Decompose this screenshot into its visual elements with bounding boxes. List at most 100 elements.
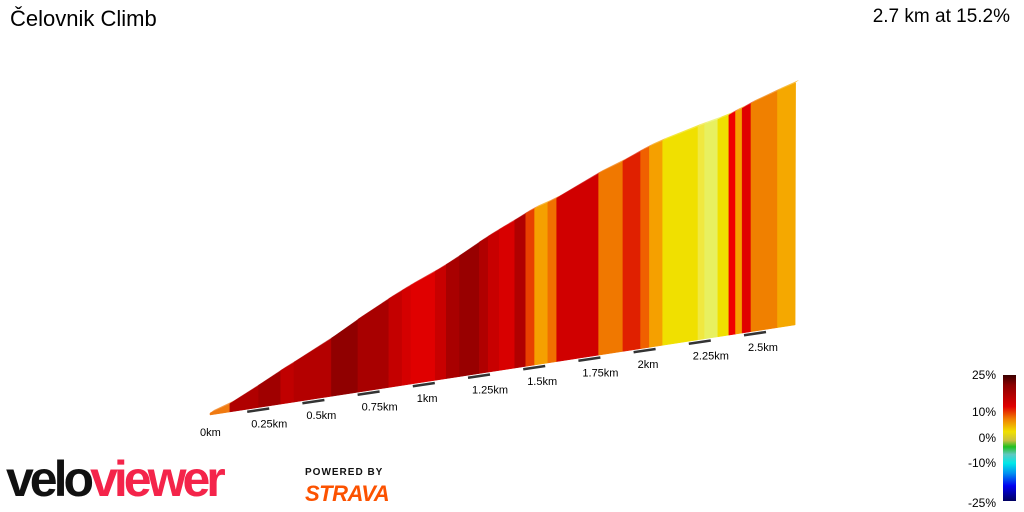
profile-ridge	[742, 100, 755, 109]
profile-ridge	[556, 170, 603, 199]
profile-ridge	[388, 287, 407, 299]
x-tick	[743, 330, 767, 337]
profile-ridge	[750, 87, 782, 104]
profile-segment	[514, 212, 527, 369]
profile-segment	[498, 219, 516, 371]
strava-logo: STRAVA	[305, 481, 390, 506]
x-tick-label: 1.5km	[527, 376, 557, 388]
veloviewer-logo: veloviewer	[6, 451, 226, 507]
profile-ridge	[402, 282, 415, 291]
profile-segment	[209, 403, 231, 416]
x-tick-label: 1km	[417, 393, 438, 405]
profile-segment	[717, 114, 730, 338]
legend-label: 25%	[971, 368, 996, 382]
x-tick	[467, 373, 491, 379]
profile-ridge	[728, 108, 740, 116]
profile-ridge	[210, 400, 234, 413]
profile-ridge	[697, 121, 709, 127]
profile-segment	[357, 298, 390, 393]
profile-ridge	[598, 158, 627, 174]
x-tick	[523, 364, 546, 371]
profile-ridge	[704, 116, 722, 125]
profile-segment	[401, 284, 412, 386]
profile-segment	[598, 160, 624, 356]
profile-segment	[662, 126, 699, 346]
x-tick-label: 2.5km	[748, 342, 778, 354]
profile-ridge	[446, 252, 464, 265]
powered-by-text: POWERED BY	[305, 467, 384, 478]
profile-segment	[556, 172, 600, 362]
profile-ridge	[499, 217, 519, 230]
x-tick	[688, 339, 711, 345]
profile-ridge	[293, 335, 336, 363]
x-tick	[412, 381, 435, 388]
x-tick	[247, 407, 270, 413]
profile-segment	[280, 361, 295, 405]
profile-ridge	[534, 199, 552, 209]
profile-segment	[704, 119, 719, 340]
profile-ridge	[459, 238, 484, 256]
profile-segment	[750, 90, 779, 332]
profile-segment	[331, 318, 359, 397]
profile-segment	[640, 146, 651, 349]
profile-segment	[487, 229, 500, 373]
profile-segment	[649, 140, 664, 348]
x-tick-label: 0.25km	[251, 419, 287, 431]
legend-label: 10%	[971, 405, 996, 419]
profile-ridge	[258, 367, 285, 386]
x-tick-label: 2km	[638, 359, 659, 371]
profile-segment	[446, 255, 461, 379]
profile-segment	[293, 337, 333, 403]
profile-segment	[258, 370, 282, 408]
profile-ridge	[622, 148, 645, 162]
profile-segment	[479, 235, 489, 374]
gradient-legend-bar	[1003, 375, 1016, 501]
x-tick	[578, 356, 601, 362]
x-tick-label: 0km	[200, 427, 221, 439]
profile-ridge	[331, 316, 362, 339]
legend-label: -10%	[967, 456, 996, 470]
profile-segment	[697, 123, 706, 341]
profile-ridge	[735, 105, 747, 112]
profile-segment	[410, 270, 436, 385]
profile-ridge	[649, 137, 667, 147]
x-tick-label: 1.75km	[582, 368, 618, 380]
profile-segment	[622, 150, 642, 352]
profile-segment	[728, 110, 737, 336]
profile-ridge	[717, 112, 733, 120]
x-tick-label: 0.75km	[362, 402, 398, 414]
profile-ridge	[488, 226, 504, 237]
profile-segment	[534, 202, 549, 366]
legend-label: -25%	[967, 496, 996, 510]
legend-label: 0%	[978, 431, 996, 445]
profile-segment	[434, 264, 448, 381]
profile-ridge	[410, 268, 440, 286]
profile-ridge	[280, 359, 298, 371]
x-tick	[302, 398, 325, 405]
profile-ridge	[435, 261, 451, 272]
profile-ridge	[525, 205, 539, 214]
x-tick	[633, 347, 656, 354]
page-title: Čelovnik Climb	[10, 6, 157, 31]
profile-ridge	[357, 295, 393, 320]
x-tick-label: 0.5km	[306, 410, 336, 422]
profile-segment	[459, 241, 481, 377]
profile-segment	[525, 208, 536, 367]
profile-ridge	[662, 123, 702, 141]
profile-ridge	[514, 210, 530, 221]
climb-summary: 2.7 km at 15.2%	[872, 6, 1010, 27]
profile-segment	[741, 102, 752, 334]
profile-segment	[547, 197, 558, 364]
profile-ridge	[479, 233, 493, 242]
x-tick-label: 2.25km	[693, 351, 729, 363]
profile-ridge	[777, 79, 800, 91]
profile-segment	[388, 289, 403, 388]
profile-segment	[735, 107, 743, 335]
profile-segment	[229, 384, 260, 413]
profile-ridge	[229, 382, 263, 404]
x-tick	[357, 390, 380, 396]
profile-segment	[777, 82, 796, 328]
profile-ridge	[640, 143, 654, 152]
profile-ridge	[547, 195, 561, 203]
